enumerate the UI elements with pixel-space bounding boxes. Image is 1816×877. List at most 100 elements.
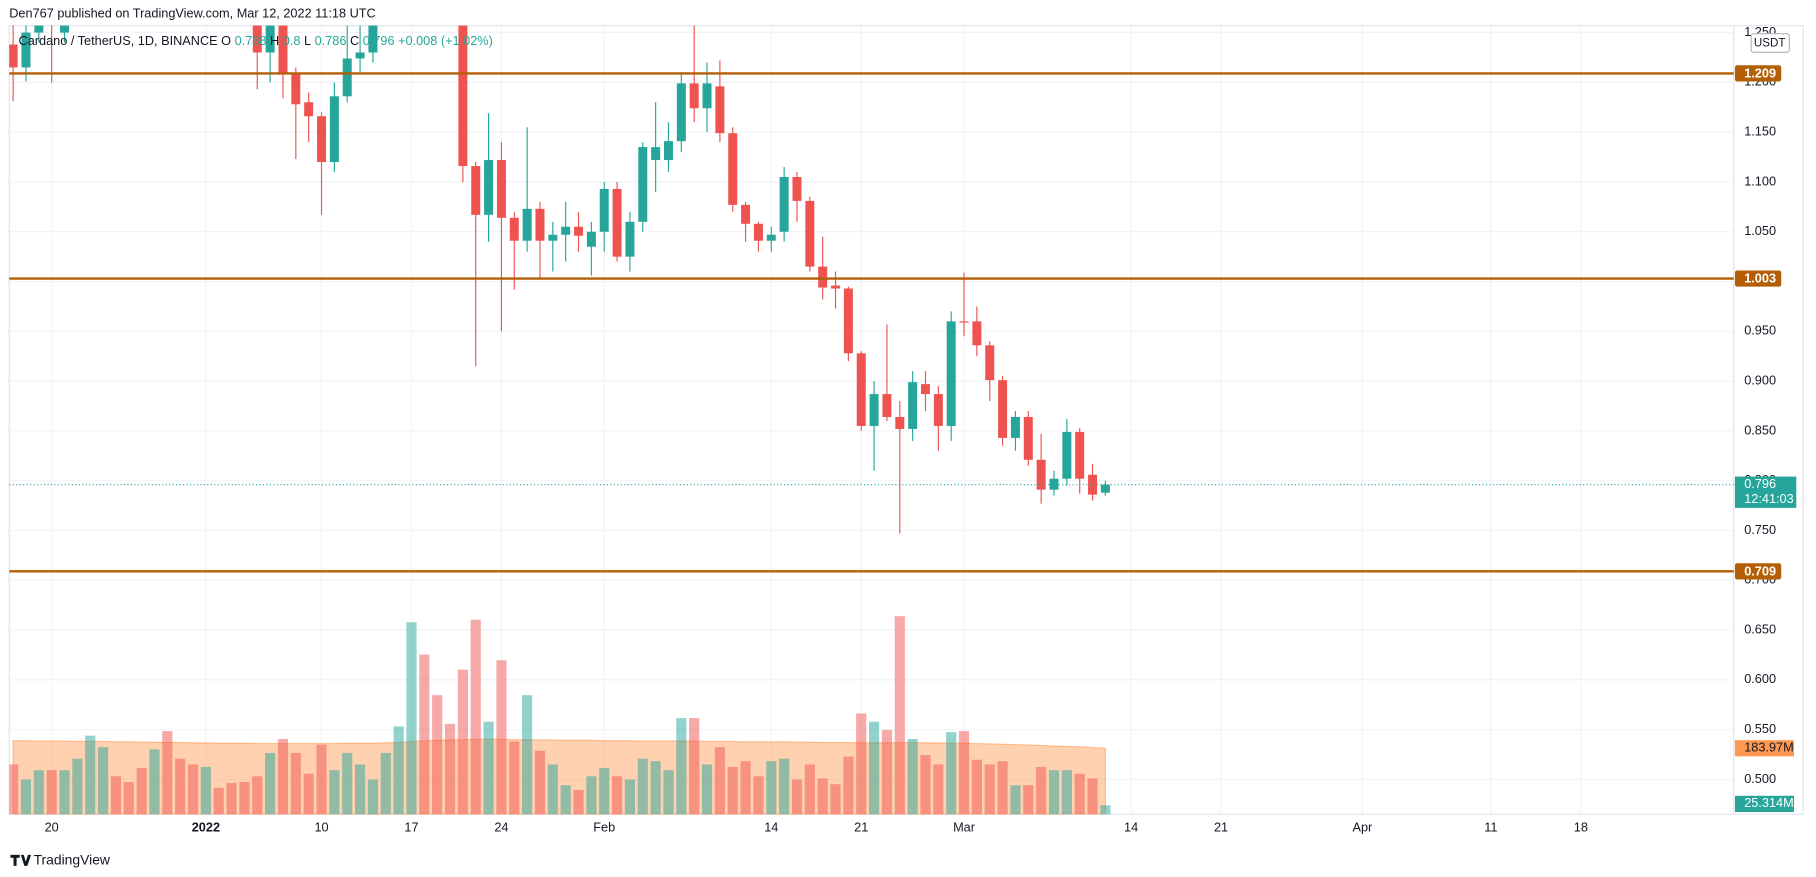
candle-body: [882, 394, 892, 417]
volume-bar: [380, 752, 391, 815]
candle-body: [509, 217, 519, 241]
candle-body: [818, 266, 828, 288]
volume-bar: [1061, 770, 1072, 815]
y-tick-label: 0.950: [1744, 323, 1776, 338]
volume-bar: [701, 764, 713, 815]
x-tick-label: 14: [764, 820, 778, 835]
candle-body: [612, 188, 622, 257]
volume-ma-badge: [1734, 740, 1794, 757]
volume-bar: [843, 756, 854, 815]
candle-body: [908, 382, 918, 429]
volume-bar: [599, 768, 610, 815]
volume-bar: [663, 770, 674, 815]
volume-bar: [509, 741, 520, 815]
candle-body: [304, 102, 314, 117]
x-tick-label: 17: [404, 820, 418, 835]
volume-bar: [483, 721, 494, 815]
candle-body: [1010, 416, 1020, 438]
volume-bar: [894, 616, 905, 815]
candle-body: [496, 160, 506, 218]
volume-bar: [136, 768, 147, 815]
volume-bar: [200, 766, 211, 815]
candle-body: [34, 25, 44, 33]
volume-label: 25.314M: [1744, 795, 1794, 810]
candle-body: [689, 83, 699, 109]
volume-bar: [342, 752, 353, 815]
candle-body: [342, 58, 352, 97]
volume-bar: [187, 764, 199, 815]
y-tick-label: 0.600: [1744, 671, 1776, 686]
candle-body: [252, 25, 262, 53]
volume-bar: [997, 761, 1008, 815]
candle-body: [548, 234, 558, 241]
candle-body: [265, 25, 275, 53]
volume-bar: [714, 747, 725, 815]
currency-box: [1750, 33, 1790, 53]
candle-body: [9, 44, 18, 68]
x-tick-label: 18: [1574, 820, 1588, 835]
volume-bar: [573, 789, 584, 815]
candle-body: [317, 116, 327, 163]
level-label: 1.003: [1744, 270, 1776, 285]
candle-body: [329, 96, 339, 163]
candle-body: [985, 345, 995, 381]
candle-body: [895, 416, 905, 429]
volume-bar: [522, 695, 533, 815]
volume-pane: [9, 616, 1111, 815]
candle-body: [1100, 484, 1110, 493]
x-tick-label: 11: [1484, 820, 1497, 835]
candle-body: [805, 200, 815, 267]
candle-body: [458, 25, 468, 167]
volume-bar: [175, 758, 186, 815]
candle-body: [484, 160, 494, 215]
y-tick-label: 1.100: [1744, 173, 1776, 188]
x-tick-label: 24: [494, 820, 508, 835]
volume-bar: [20, 779, 32, 815]
candle-body: [355, 52, 365, 59]
y-tick-label: 1.050: [1744, 223, 1776, 238]
candle-body: [586, 231, 596, 247]
candle-body: [856, 353, 866, 426]
ohlc-legend: Cardano / TetherUS, 1D, BINANCE O 0.788 …: [19, 33, 493, 48]
volume-bar: [907, 738, 918, 815]
volume-bar: [444, 723, 456, 815]
candle-body: [1023, 416, 1033, 460]
volume-bar: [162, 731, 173, 815]
x-tick-label: 14: [1124, 820, 1138, 835]
x-tick-label: Feb: [593, 820, 615, 835]
candle-body: [1062, 431, 1072, 479]
volume-bar: [586, 776, 597, 815]
volume-bar: [46, 770, 57, 815]
candle-body: [831, 285, 841, 289]
volume-bar: [457, 669, 468, 815]
volume-bar: [470, 619, 481, 815]
volume-bar: [149, 749, 160, 815]
candle-body: [779, 176, 789, 232]
volume-bar: [226, 783, 237, 815]
candle-body: [998, 380, 1008, 438]
candle-body: [792, 176, 802, 201]
level-badge: [1734, 65, 1782, 82]
volume-bar: [804, 764, 815, 815]
volume-bar: [33, 770, 44, 815]
candle-body: [1036, 459, 1046, 490]
volume-bar: [637, 758, 648, 815]
volume-bar: [676, 718, 687, 815]
candle-body: [728, 133, 738, 205]
candle-body: [663, 141, 673, 161]
volume-bar: [547, 764, 558, 815]
candle-body: [60, 25, 70, 33]
candle-body: [368, 25, 378, 53]
volume-bar: [612, 776, 623, 815]
y-tick-label: 0.550: [1744, 721, 1776, 736]
candle-body: [920, 384, 930, 395]
volume-bar: [303, 773, 314, 815]
volume-bar: [355, 764, 366, 815]
candle-body: [753, 223, 763, 241]
volume-bar: [252, 776, 263, 815]
symbol: Cardano / TetherUS, 1D, BINANCE: [19, 33, 218, 48]
ohlc-value: 0.786: [315, 33, 347, 48]
candle-body: [676, 83, 686, 142]
volume-bar: [881, 729, 893, 815]
